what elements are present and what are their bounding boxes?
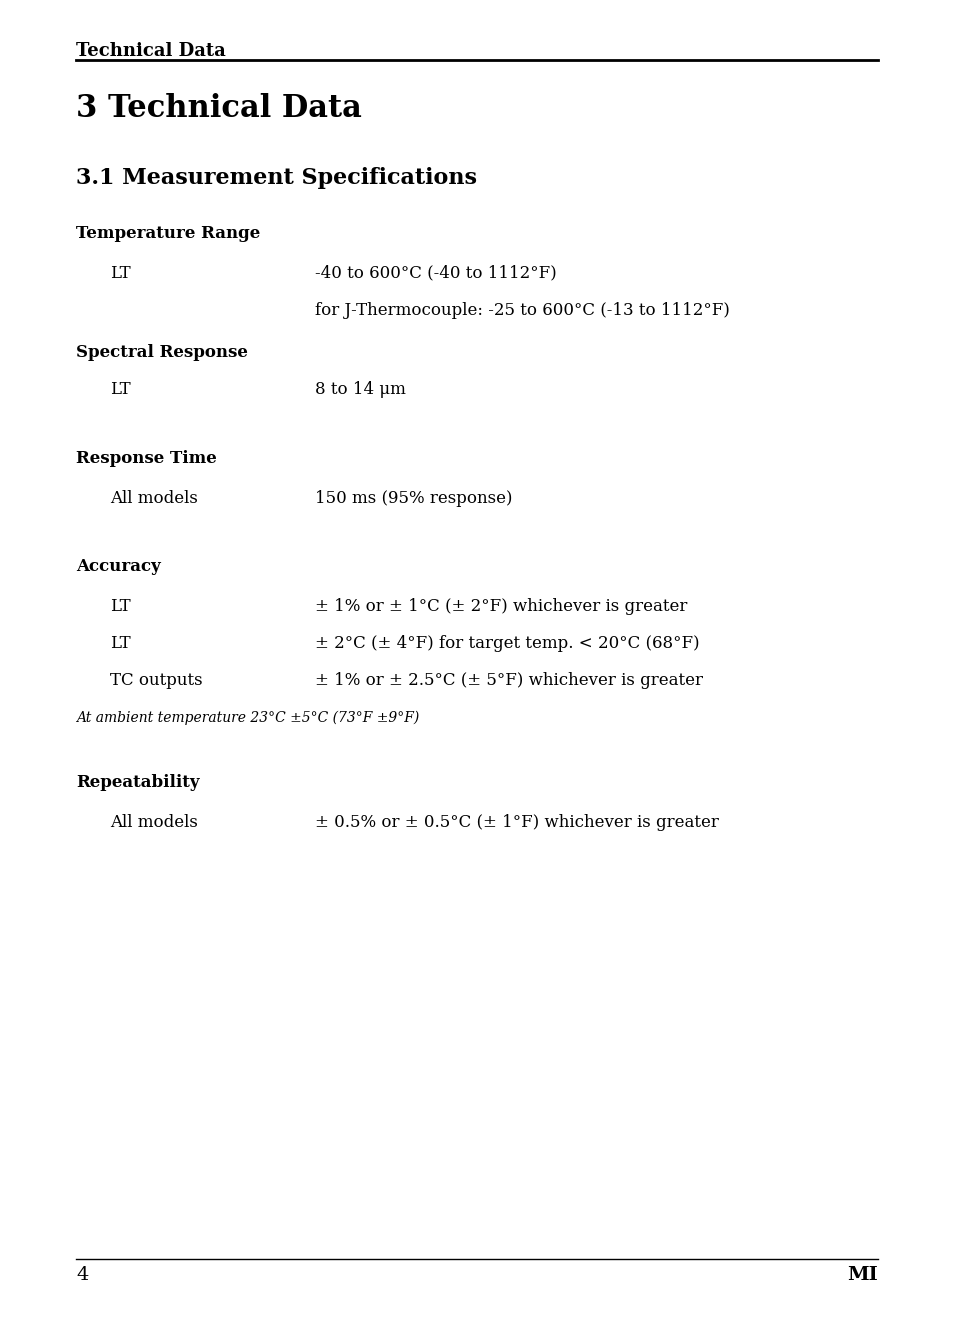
Text: for J-Thermocouple: -25 to 600°C (-13 to 1112°F): for J-Thermocouple: -25 to 600°C (-13 to… xyxy=(314,302,729,319)
Text: TC outputs: TC outputs xyxy=(110,672,202,689)
Text: ± 0.5% or ± 0.5°C (± 1°F) whichever is greater: ± 0.5% or ± 0.5°C (± 1°F) whichever is g… xyxy=(314,814,718,831)
Text: LT: LT xyxy=(110,265,131,282)
Text: 3.1 Measurement Specifications: 3.1 Measurement Specifications xyxy=(76,167,476,189)
Text: Spectral Response: Spectral Response xyxy=(76,344,248,361)
Text: 8 to 14 μm: 8 to 14 μm xyxy=(314,381,405,398)
Text: All models: All models xyxy=(110,490,197,507)
Text: LT: LT xyxy=(110,635,131,652)
Text: 4: 4 xyxy=(76,1266,89,1285)
Text: Temperature Range: Temperature Range xyxy=(76,225,260,242)
Text: 3 Technical Data: 3 Technical Data xyxy=(76,93,362,123)
Text: ± 1% or ± 1°C (± 2°F) whichever is greater: ± 1% or ± 1°C (± 2°F) whichever is great… xyxy=(314,598,686,615)
Text: Technical Data: Technical Data xyxy=(76,42,226,61)
Text: All models: All models xyxy=(110,814,197,831)
Text: At ambient temperature 23°C ±5°C (73°F ±9°F): At ambient temperature 23°C ±5°C (73°F ±… xyxy=(76,710,419,725)
Text: LT: LT xyxy=(110,598,131,615)
Text: 150 ms (95% response): 150 ms (95% response) xyxy=(314,490,512,507)
Text: Accuracy: Accuracy xyxy=(76,558,161,576)
Text: Repeatability: Repeatability xyxy=(76,774,199,791)
Text: -40 to 600°C (-40 to 1112°F): -40 to 600°C (-40 to 1112°F) xyxy=(314,265,556,282)
Text: MI: MI xyxy=(846,1266,877,1285)
Text: Response Time: Response Time xyxy=(76,450,217,467)
Text: LT: LT xyxy=(110,381,131,398)
Text: ± 2°C (± 4°F) for target temp. < 20°C (68°F): ± 2°C (± 4°F) for target temp. < 20°C (6… xyxy=(314,635,699,652)
Text: ± 1% or ± 2.5°C (± 5°F) whichever is greater: ± 1% or ± 2.5°C (± 5°F) whichever is gre… xyxy=(314,672,702,689)
